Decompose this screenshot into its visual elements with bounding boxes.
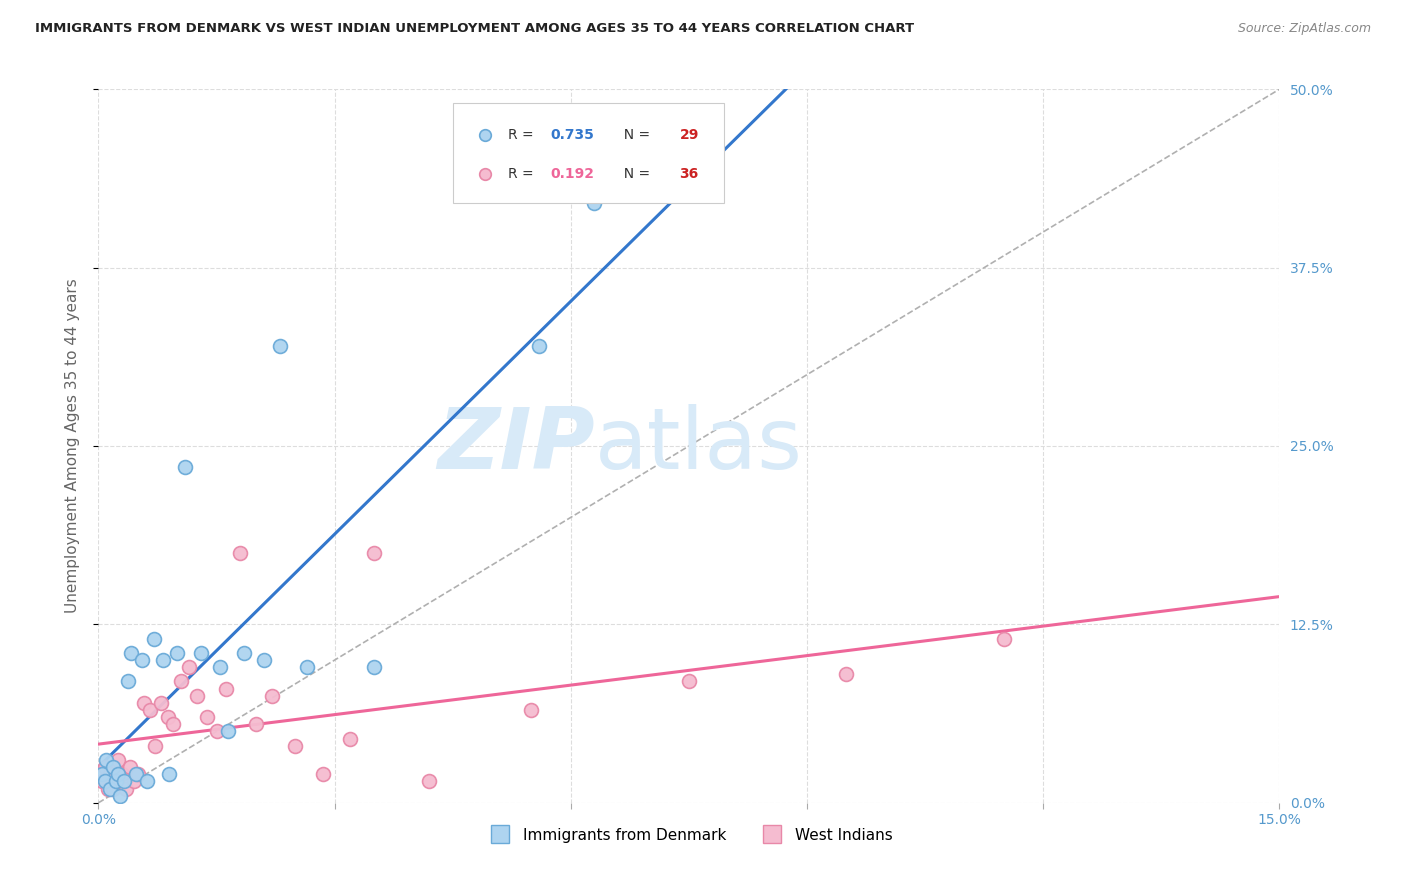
Point bbox=[107, 753, 129, 767]
Point bbox=[111, 767, 134, 781]
Point bbox=[104, 774, 127, 789]
Point bbox=[112, 783, 135, 797]
Point bbox=[142, 632, 165, 646]
Point bbox=[217, 724, 239, 739]
Point bbox=[101, 760, 124, 774]
Point bbox=[209, 660, 232, 674]
Point bbox=[190, 646, 212, 660]
Point bbox=[121, 646, 143, 660]
Legend: Immigrants from Denmark, West Indians: Immigrants from Denmark, West Indians bbox=[479, 822, 898, 848]
Point bbox=[177, 660, 200, 674]
Point bbox=[520, 703, 543, 717]
Point bbox=[339, 731, 361, 746]
Text: N =: N = bbox=[614, 167, 654, 181]
Point bbox=[174, 460, 197, 475]
Point bbox=[93, 774, 115, 789]
Point bbox=[260, 689, 283, 703]
Point bbox=[112, 774, 135, 789]
Point bbox=[229, 546, 252, 560]
Point bbox=[110, 789, 132, 803]
Point bbox=[583, 196, 606, 211]
Point bbox=[253, 653, 276, 667]
Text: IMMIGRANTS FROM DENMARK VS WEST INDIAN UNEMPLOYMENT AMONG AGES 35 TO 44 YEARS CO: IMMIGRANTS FROM DENMARK VS WEST INDIAN U… bbox=[35, 22, 914, 36]
Point bbox=[132, 696, 155, 710]
Point bbox=[157, 767, 180, 781]
Point bbox=[150, 696, 173, 710]
Point bbox=[295, 660, 318, 674]
Point bbox=[166, 646, 188, 660]
Point bbox=[233, 646, 256, 660]
Point bbox=[112, 782, 135, 797]
Point bbox=[136, 774, 159, 789]
Point bbox=[245, 717, 267, 731]
Point bbox=[93, 760, 115, 774]
Point bbox=[529, 339, 551, 353]
Point bbox=[127, 767, 149, 781]
Point bbox=[835, 667, 858, 681]
Point bbox=[152, 653, 174, 667]
Point bbox=[284, 739, 307, 753]
Text: 36: 36 bbox=[679, 167, 699, 181]
Text: R =: R = bbox=[508, 167, 538, 181]
Point bbox=[122, 774, 145, 789]
Point bbox=[993, 632, 1015, 646]
Point bbox=[91, 774, 114, 789]
Text: 0.735: 0.735 bbox=[551, 128, 595, 142]
Point bbox=[131, 653, 153, 667]
Point bbox=[96, 753, 118, 767]
Point bbox=[101, 781, 124, 796]
Point bbox=[143, 739, 166, 753]
Point bbox=[97, 781, 120, 796]
Point bbox=[138, 703, 160, 717]
Point bbox=[104, 774, 127, 789]
Point bbox=[363, 546, 385, 560]
Point bbox=[117, 674, 139, 689]
Point bbox=[170, 674, 193, 689]
Text: ZIP: ZIP bbox=[437, 404, 595, 488]
Point bbox=[156, 710, 179, 724]
Point bbox=[98, 767, 121, 781]
Text: atlas: atlas bbox=[595, 404, 803, 488]
Text: 29: 29 bbox=[679, 128, 699, 142]
Text: Source: ZipAtlas.com: Source: ZipAtlas.com bbox=[1237, 22, 1371, 36]
Point bbox=[418, 774, 440, 789]
Text: R =: R = bbox=[508, 128, 538, 142]
Text: 0.192: 0.192 bbox=[551, 167, 595, 181]
Point bbox=[215, 681, 238, 696]
Point bbox=[186, 689, 208, 703]
Point bbox=[125, 767, 148, 781]
FancyBboxPatch shape bbox=[453, 103, 724, 203]
Point bbox=[162, 717, 184, 731]
Point bbox=[107, 767, 129, 781]
Point bbox=[91, 767, 114, 781]
Point bbox=[195, 710, 218, 724]
Point bbox=[312, 767, 335, 781]
Point bbox=[269, 339, 291, 353]
Point bbox=[115, 781, 138, 796]
Point bbox=[98, 781, 121, 796]
Text: N =: N = bbox=[614, 128, 654, 142]
Point bbox=[118, 760, 141, 774]
Y-axis label: Unemployment Among Ages 35 to 44 years: Unemployment Among Ages 35 to 44 years bbox=[65, 278, 80, 614]
Point bbox=[205, 724, 228, 739]
Point bbox=[363, 660, 385, 674]
Point bbox=[678, 674, 700, 689]
